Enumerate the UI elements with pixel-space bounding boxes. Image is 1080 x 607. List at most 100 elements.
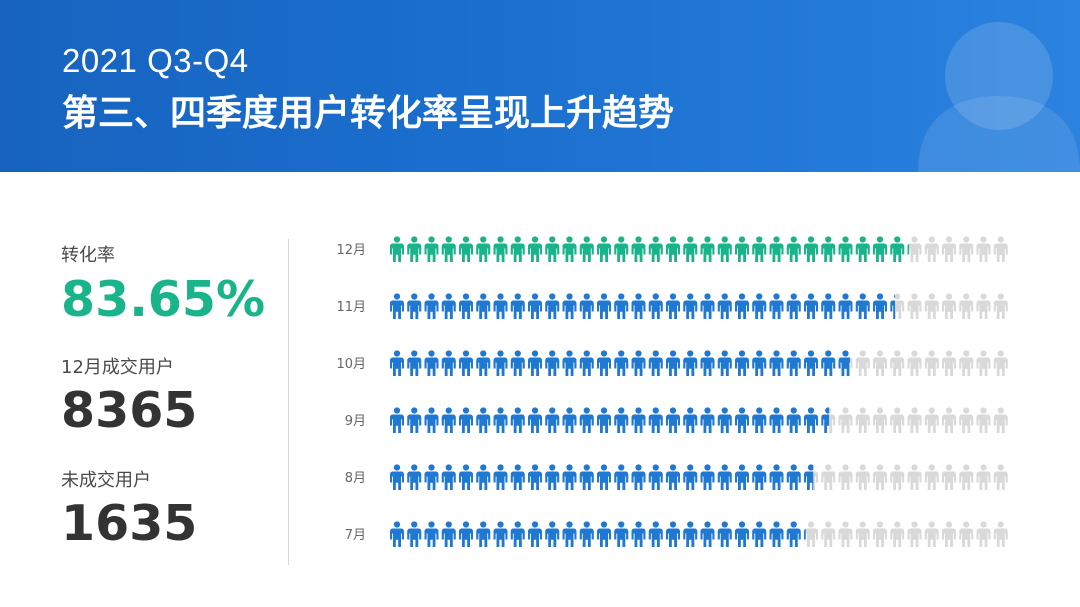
active-user-icon bbox=[666, 464, 680, 490]
active-user-icon bbox=[717, 236, 732, 262]
active-user-icon bbox=[597, 293, 611, 319]
active-user-icon bbox=[769, 521, 784, 547]
active-user-icon bbox=[631, 407, 646, 433]
active-user-icon bbox=[476, 236, 491, 262]
inactive-user-icon bbox=[959, 521, 974, 547]
active-user-icon bbox=[510, 350, 525, 376]
page-title: 2021 Q3-Q4 bbox=[62, 42, 249, 79]
converted-users-label: 12月成交用户 bbox=[61, 357, 174, 378]
inactive-user-icon bbox=[976, 464, 991, 490]
pictogram-row bbox=[390, 293, 1008, 319]
inactive-user-icon bbox=[838, 464, 853, 490]
active-user-icon bbox=[700, 350, 715, 376]
active-user-icon bbox=[545, 236, 560, 262]
active-user-icon bbox=[666, 293, 680, 319]
active-user-icon-fragment bbox=[821, 407, 830, 433]
inactive-user-icon bbox=[873, 521, 887, 547]
active-user-icon bbox=[597, 236, 611, 262]
active-user-icon bbox=[441, 521, 456, 547]
active-user-icon bbox=[648, 293, 663, 319]
active-user-icon bbox=[631, 236, 646, 262]
active-user-icon bbox=[786, 236, 801, 262]
active-user-icon bbox=[683, 293, 698, 319]
active-user-icon bbox=[459, 293, 473, 319]
month-label: 7月 bbox=[345, 528, 366, 543]
active-user-icon bbox=[545, 350, 560, 376]
active-user-icon bbox=[510, 464, 525, 490]
active-user-icon bbox=[562, 407, 577, 433]
active-user-icon bbox=[614, 350, 629, 376]
section-divider bbox=[288, 239, 289, 565]
active-user-icon bbox=[390, 236, 404, 262]
active-user-icon bbox=[683, 464, 698, 490]
active-user-icon bbox=[700, 293, 715, 319]
inactive-user-icon bbox=[804, 521, 818, 547]
active-user-icon bbox=[735, 464, 749, 490]
inactive-user-icon bbox=[993, 236, 1008, 262]
active-user-icon bbox=[459, 464, 473, 490]
active-user-icon bbox=[545, 521, 560, 547]
active-user-icon bbox=[597, 521, 611, 547]
active-user-icon bbox=[407, 521, 422, 547]
inactive-user-icon bbox=[959, 236, 974, 262]
active-user-icon bbox=[769, 236, 784, 262]
active-user-icon bbox=[476, 521, 491, 547]
active-user-icon bbox=[648, 350, 663, 376]
page-subtitle: 第三、四季度用户转化率呈现上升趋势 bbox=[62, 93, 675, 134]
inactive-user-icon bbox=[838, 521, 853, 547]
inactive-user-icon bbox=[924, 350, 939, 376]
active-user-icon bbox=[562, 236, 577, 262]
active-user-icon bbox=[648, 521, 663, 547]
active-user-icon bbox=[648, 464, 663, 490]
active-user-icon bbox=[786, 521, 801, 547]
active-user-icon-fragment bbox=[804, 528, 806, 540]
active-user-icon bbox=[459, 521, 473, 547]
active-user-icon bbox=[441, 464, 456, 490]
active-user-icon bbox=[476, 350, 491, 376]
inactive-user-icon bbox=[873, 464, 887, 490]
active-user-icon bbox=[579, 464, 594, 490]
active-user-icon bbox=[441, 350, 456, 376]
inactive-user-icon bbox=[942, 350, 956, 376]
active-user-icon bbox=[631, 293, 646, 319]
inactive-user-icon bbox=[976, 236, 991, 262]
inactive-user-icon bbox=[821, 521, 836, 547]
inactive-user-icon bbox=[942, 464, 956, 490]
active-user-icon bbox=[648, 236, 663, 262]
unconverted-users-label: 未成交用户 bbox=[61, 470, 151, 491]
inactive-user-icon bbox=[959, 407, 974, 433]
active-user-icon bbox=[873, 236, 887, 262]
pictogram-row bbox=[390, 521, 1008, 547]
active-user-icon bbox=[579, 350, 594, 376]
inactive-user-icon bbox=[855, 521, 870, 547]
header-banner: 2021 Q3-Q4 第三、四季度用户转化率呈现上升趋势 bbox=[0, 0, 1080, 172]
active-user-icon bbox=[510, 407, 525, 433]
active-user-icon bbox=[804, 236, 818, 262]
active-user-icon bbox=[528, 350, 542, 376]
active-user-icon bbox=[459, 350, 473, 376]
active-user-icon bbox=[648, 407, 663, 433]
active-user-icon bbox=[838, 236, 853, 262]
active-user-icon-fragment bbox=[907, 243, 910, 255]
inactive-user-icon bbox=[924, 464, 939, 490]
active-user-icon bbox=[786, 293, 801, 319]
partial-active-user-icon bbox=[804, 528, 806, 540]
active-user-icon bbox=[493, 350, 508, 376]
active-user-icon bbox=[786, 407, 801, 433]
inactive-user-icon bbox=[924, 293, 939, 319]
month-label: 10月 bbox=[336, 357, 366, 372]
active-user-icon bbox=[476, 407, 491, 433]
active-user-icon bbox=[424, 293, 439, 319]
partial-active-user-icon bbox=[804, 464, 814, 490]
active-user-icon bbox=[821, 350, 836, 376]
inactive-user-icon bbox=[976, 521, 991, 547]
inactive-user-icon bbox=[976, 293, 991, 319]
active-user-icon bbox=[666, 521, 680, 547]
active-user-icon bbox=[683, 236, 698, 262]
pictogram-row bbox=[390, 464, 1008, 490]
active-user-icon bbox=[545, 293, 560, 319]
inactive-user-icon bbox=[924, 236, 939, 262]
active-user-icon bbox=[597, 350, 611, 376]
inactive-user-icon bbox=[890, 407, 905, 433]
inactive-user-icon bbox=[942, 236, 956, 262]
